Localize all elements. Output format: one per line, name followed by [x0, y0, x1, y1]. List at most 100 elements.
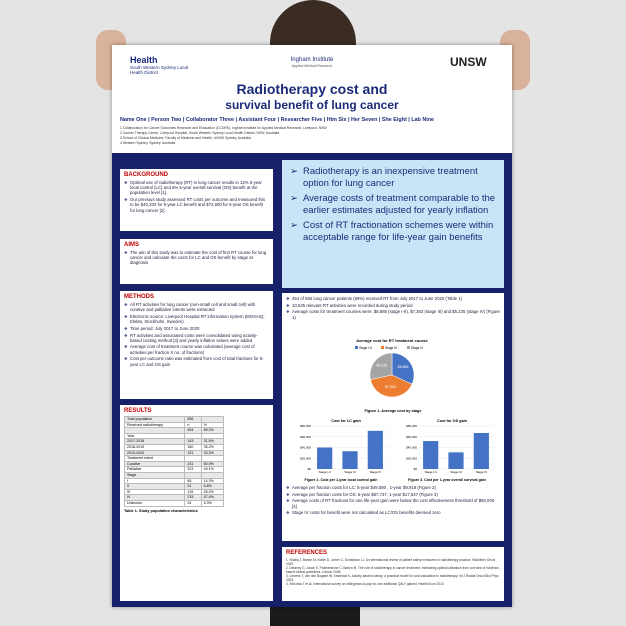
- table-row: 2017-2018 143 31.5%: [123, 438, 225, 445]
- table-row: IV 215 47.4%: [123, 494, 225, 501]
- table-caption: Table 1. Study population characteristic…: [124, 508, 198, 513]
- x-tick-label: Stage III: [344, 470, 355, 474]
- table-row: Curative 231 50.9%: [123, 460, 225, 468]
- logo-center-sub: Applied Medical Research: [291, 64, 333, 68]
- section-heading: RESULTS: [124, 408, 152, 414]
- pie-label: $5,225: [376, 364, 387, 368]
- pie-label: $5,885: [398, 365, 409, 369]
- y-tick-label: $40,000: [300, 446, 311, 450]
- authors: Name One | Person Two | Collaborator Thr…: [120, 117, 435, 123]
- affiliation: 2 Cancer Therapy Centre, Liverpool Hospi…: [120, 131, 280, 135]
- poster-body: BACKGROUND Optimal use of radiotherapy (R…: [112, 153, 512, 607]
- figure-caption: Figure 1. Average cost by stage: [364, 409, 422, 413]
- bullet: Average cost of treatment course was cal…: [124, 344, 269, 354]
- logo-center: Ingham Institute: [290, 57, 334, 63]
- bar: [367, 430, 383, 469]
- y-tick-label: $80,000: [300, 424, 311, 428]
- references-box: REFERENCES 1. Shafiq J, Barton M, Noble D…: [282, 547, 504, 601]
- bullet: 10,535 relevant RT activities were recor…: [286, 303, 500, 308]
- bar: [317, 447, 333, 469]
- findings-box: 454 of 656 lung cancer patients (69%) re…: [282, 293, 504, 541]
- table-row: Year: [123, 432, 225, 440]
- figure: Average cost for RT treatment course Stag…: [355, 338, 428, 398]
- pie-slice: [370, 374, 413, 398]
- logo-left-sub: South Western Sydney Local Health Distri…: [130, 65, 188, 75]
- bullet: Cost per outcome ratio was estimated fro…: [124, 356, 269, 366]
- bar: [473, 432, 489, 469]
- logo-left: Health: [130, 55, 158, 65]
- figure-caption: Figure 2. Cost per 1-year local control …: [304, 478, 378, 482]
- chart-title: Cost for LC gain: [331, 419, 361, 423]
- bullet: Stage IV costs for benefit were not calc…: [286, 510, 500, 515]
- background-box: BACKGROUND Optimal use of radiotherapy (R…: [120, 169, 273, 231]
- table-row: 2018-2019 160 35.2%: [123, 444, 225, 451]
- table-cell: 24: [184, 499, 202, 507]
- table-row: Total population 656: [123, 416, 225, 423]
- bullet: All RT activities for lung cancer (non-s…: [124, 302, 269, 312]
- bar: [423, 441, 439, 469]
- bullet: Our previous study assessed RT costs per…: [124, 197, 269, 213]
- table-row: Stage: [123, 471, 225, 479]
- table-cell: 69.2%: [200, 427, 225, 434]
- table-cell: 31.5%: [200, 438, 225, 445]
- chart-title: Average cost for RT treatment course: [356, 338, 428, 343]
- table-cell: [200, 432, 225, 440]
- table-row: Unknown 24 5.3%: [123, 499, 225, 507]
- reference: 4. Shiroiwa T et al. International surve…: [286, 582, 445, 586]
- key-point: Average costs of treatment comparable to…: [290, 193, 496, 216]
- x-tick-label: Stage III: [450, 470, 461, 474]
- section-heading: METHODS: [124, 294, 154, 300]
- table-cell: 33.3%: [200, 449, 225, 457]
- legend-label: Stage III: [385, 346, 397, 350]
- section-heading: AIMS: [124, 242, 139, 248]
- bullet: Electronic source: Liverpool Hospital RT…: [124, 314, 269, 324]
- y-tick-label: $0: [414, 467, 418, 471]
- affiliation: 4 Western Sydney, Sydney, Australia: [120, 141, 176, 145]
- key-point: Cost of RT fractionation schemes were wi…: [290, 220, 496, 243]
- bullet: Optimal use of radiotherapy (RT) in lung…: [124, 180, 269, 196]
- section-heading: BACKGROUND: [124, 172, 168, 178]
- section-heading: REFERENCES: [286, 550, 328, 556]
- legend-swatch: [355, 346, 358, 349]
- x-tick-label: Stage I-II: [425, 470, 437, 474]
- table-cell: 5.3%: [200, 499, 225, 507]
- table-cell: [200, 416, 225, 423]
- y-tick-label: $20,000: [300, 456, 311, 460]
- bullet: RT activities and associated costs were …: [124, 333, 269, 343]
- table-cell: %: [200, 421, 225, 429]
- figure-caption: Figure 3. Cost per 1-year overall surviv…: [408, 478, 486, 482]
- bar: [342, 451, 358, 469]
- legend-swatch: [381, 346, 384, 349]
- table-row: 454 69.2%: [123, 427, 225, 434]
- table-cell: 49.1%: [200, 466, 225, 473]
- table-row: Palliative 223 49.1%: [123, 466, 225, 473]
- bullet: The aim of this study was to estimate th…: [124, 250, 269, 266]
- y-tick-label: $20,000: [406, 456, 417, 460]
- pie-label: $7,363: [385, 385, 396, 389]
- y-tick-label: $60,000: [300, 435, 311, 439]
- legend-label: Stage IV: [411, 346, 424, 350]
- y-tick-label: $60,000: [406, 435, 417, 439]
- table-row: 2019-2020 151 33.3%: [123, 449, 225, 457]
- logo-right: UNSW: [450, 55, 487, 69]
- table-row: Treatment intent: [123, 455, 225, 462]
- bullet: Average per fraction costs for OS: 5-yea…: [286, 492, 500, 497]
- table-row: Received radiotherapy n%: [123, 421, 225, 429]
- poster: Health South Western Sydney Local Health …: [112, 45, 512, 607]
- table: Total population 656 Received radiotherapy…: [123, 416, 225, 507]
- title: Radiotherapy cost and: [236, 81, 388, 97]
- bar: [448, 452, 464, 469]
- reference: 2. Delaney G, Jacob S, Featherstone C, B…: [286, 566, 500, 574]
- affiliation: 3 School of Clinical Medicine, Faculty o…: [120, 136, 251, 140]
- figure: Cost for OS gain $0 $20,000 $40,000 $60,000 $…: [406, 419, 494, 474]
- table-cell: [200, 455, 225, 462]
- table-row: III 119 26.2%: [123, 488, 225, 496]
- table-cell: 14.3%: [200, 477, 225, 485]
- table-cell: [200, 471, 225, 479]
- figure: Cost for LC gain $0 $20,000 $40,000 $60,000 $…: [300, 419, 388, 474]
- reference: 3. Lievens Y, van den Bogaert W, Kestelo…: [286, 574, 499, 582]
- table-cell: 35.2%: [200, 444, 225, 451]
- x-tick-label: Stage I-II: [319, 470, 331, 474]
- legend-swatch: [407, 346, 410, 349]
- legend-label: Stage I-II: [359, 346, 372, 350]
